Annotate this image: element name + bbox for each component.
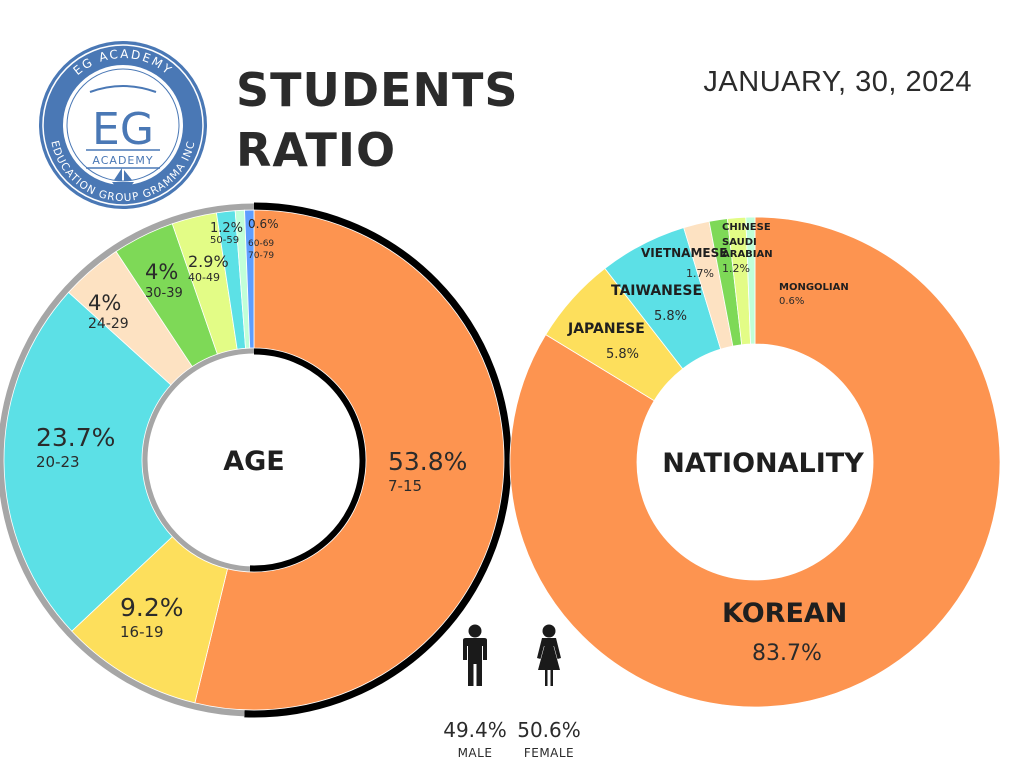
nationality-slice-label-saudi-arabian-2: ARABIAN [722, 249, 773, 260]
nationality-slice-percent-japanese: 5.8% [606, 347, 639, 362]
ship-icon [112, 168, 134, 187]
nationality-slice-label-korean: KOREAN [722, 598, 847, 629]
female-percent: 50.6% [517, 718, 581, 742]
female-label: FEMALE [523, 746, 575, 760]
age-slice-20-23 [3, 291, 173, 632]
age-slice-label-60-69: 60-69 [248, 239, 274, 249]
nationality-slice-percent-taiwanese: 5.8% [654, 309, 687, 324]
date-label: JANUARY, 30, 2024 [703, 66, 972, 98]
nationality-slice-label-japanese: JAPANESE [567, 321, 645, 337]
age-slice-label-70-79: 70-79 [248, 251, 274, 261]
age-slice-label-50-59: 50-59 [210, 235, 239, 246]
eg-academy-logo: EG ACADEMY EDUCATION GROUP GRAMMA INC EG… [39, 41, 207, 209]
nationality-slice-percent-mongolian: 0.6% [779, 296, 804, 307]
age-slice-label-30-39: 30-39 [145, 286, 183, 301]
page-title: STUDENTS RATIO [236, 60, 518, 180]
nationality-slice-percent-saudi-arabian: 1.2% [722, 262, 750, 275]
age-donut-chart: AGE 53.8%7-159.2%16-1923.7%20-234%24-294%… [0, 202, 512, 718]
age-slice-percent-16-19: 9.2% [120, 593, 184, 622]
age-slice-percent-30-39: 4% [145, 260, 178, 284]
nationality-slice-label-vietnamese: VIETNAMESE [641, 246, 727, 260]
age-slice-percent-60-69: 0.6% [248, 217, 279, 231]
age-slice-label-16-19: 16-19 [120, 623, 164, 641]
male-label: MALE [457, 746, 493, 760]
nationality-slice-mongolian [745, 216, 756, 345]
age-slice-7-15 [194, 209, 505, 711]
gender-ring-outer-female [244, 202, 512, 718]
age-slice-label-40-49: 40-49 [188, 271, 220, 284]
nationality-donut-chart: NATIONALITY KOREAN 83.7% JAPANESE 5.8% TAIWAN… [509, 216, 1001, 708]
male-percent: 49.4% [443, 718, 507, 742]
nationality-slice-percent-vietnamese: 1.7% [686, 267, 714, 280]
gender-ring-inner-male [140, 346, 254, 574]
age-slice-percent-20-23: 23.7% [36, 423, 115, 452]
logo-center-text: EG [92, 104, 154, 155]
ornament-icon [89, 85, 157, 93]
logo-inner-disc [63, 65, 183, 185]
nationality-slice-label-saudi-arabian: SAUDI [722, 237, 757, 248]
age-slice-label-7-15: 7-15 [388, 477, 422, 495]
nationality-slice-percent-korean: 83.7% [752, 641, 822, 666]
age-slice-percent-7-15: 53.8% [388, 447, 467, 476]
age-slice-label-20-23: 20-23 [36, 453, 80, 471]
age-slice-label-24-29: 24-29 [88, 316, 129, 332]
age-slice-percent-24-29: 4% [88, 291, 121, 315]
nationality-slice-label-mongolian: MONGOLIAN [779, 282, 849, 293]
logo-sub-text: ACADEMY [92, 154, 153, 167]
age-center-label: AGE [223, 446, 285, 477]
nationality-slice-korean [509, 216, 1001, 708]
nationality-center-label: NATIONALITY [662, 448, 864, 479]
age-slice-70-79 [244, 209, 255, 349]
male-icon [463, 624, 487, 686]
age-slice-percent-40-49: 2.9% [188, 252, 229, 271]
gender-ring-inner-female [249, 345, 369, 575]
gender-ring-outer-male [0, 203, 254, 717]
gender-legend: 49.4% MALE 50.6% FEMALE [440, 622, 600, 762]
title-line-2: RATIO [236, 123, 397, 177]
nationality-slice-label-taiwanese: TAIWANESE [611, 283, 702, 299]
age-slice-percent-50-59: 1.2% [210, 221, 243, 236]
female-icon [537, 624, 561, 686]
nationality-slice-label-chinese: CHINESE [722, 222, 771, 233]
title-line-1: STUDENTS [236, 63, 519, 117]
